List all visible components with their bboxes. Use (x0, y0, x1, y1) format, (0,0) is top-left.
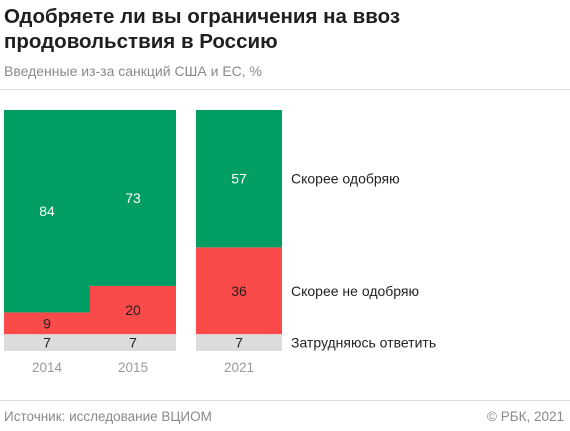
bar-segment-2021-2 (196, 110, 282, 248)
data-label-2021-0: 7 (235, 335, 243, 351)
data-label-2015-1: 20 (125, 302, 141, 318)
bar-segment-2021-0 (196, 334, 282, 351)
bar-segment-2015-1 (90, 285, 176, 335)
legend-entry-0: Затрудняюсь ответить (291, 335, 436, 351)
bar-segment-2014-0 (4, 334, 90, 351)
source-note: Источник: исследование ВЦИОМ (4, 409, 212, 424)
bar-segment-2021-1 (196, 247, 282, 335)
category-label-2014: 2014 (32, 360, 63, 375)
data-label-2014-2: 84 (39, 203, 55, 219)
category-label-2021: 2021 (224, 360, 254, 375)
bar-segment-2014-1 (4, 312, 90, 335)
bar-segment-2014-2 (4, 110, 90, 313)
top-divider (0, 89, 570, 90)
legend-entry-1: Скорее не одобряю (291, 283, 419, 299)
bottom-divider (0, 400, 570, 401)
data-label-2014-1: 9 (43, 315, 51, 331)
data-label-2015-2: 73 (125, 190, 141, 206)
data-label-2014-0: 7 (43, 335, 51, 351)
bar-segment-2015-0 (90, 334, 176, 351)
legend-entry-2: Скорее одобряю (291, 171, 400, 187)
data-label-2021-2: 57 (231, 171, 247, 187)
data-label-2015-0: 7 (129, 335, 137, 351)
bar-segment-2015-2 (90, 110, 176, 286)
data-label-2021-1: 36 (231, 283, 247, 299)
copyright-note: © РБК, 2021 (487, 409, 564, 424)
chart-subtitle: Введенные из-за санкций США и ЕС, % (4, 63, 262, 79)
stacked-bar-chart: 7 9 84 2014 7 20 73 2015 7 36 57 2021 Затрудняюсь от… (4, 110, 436, 375)
chart-title: Одобряете ли вы ограничения на ввоз прод… (4, 5, 401, 53)
category-label-2015: 2015 (118, 360, 148, 375)
